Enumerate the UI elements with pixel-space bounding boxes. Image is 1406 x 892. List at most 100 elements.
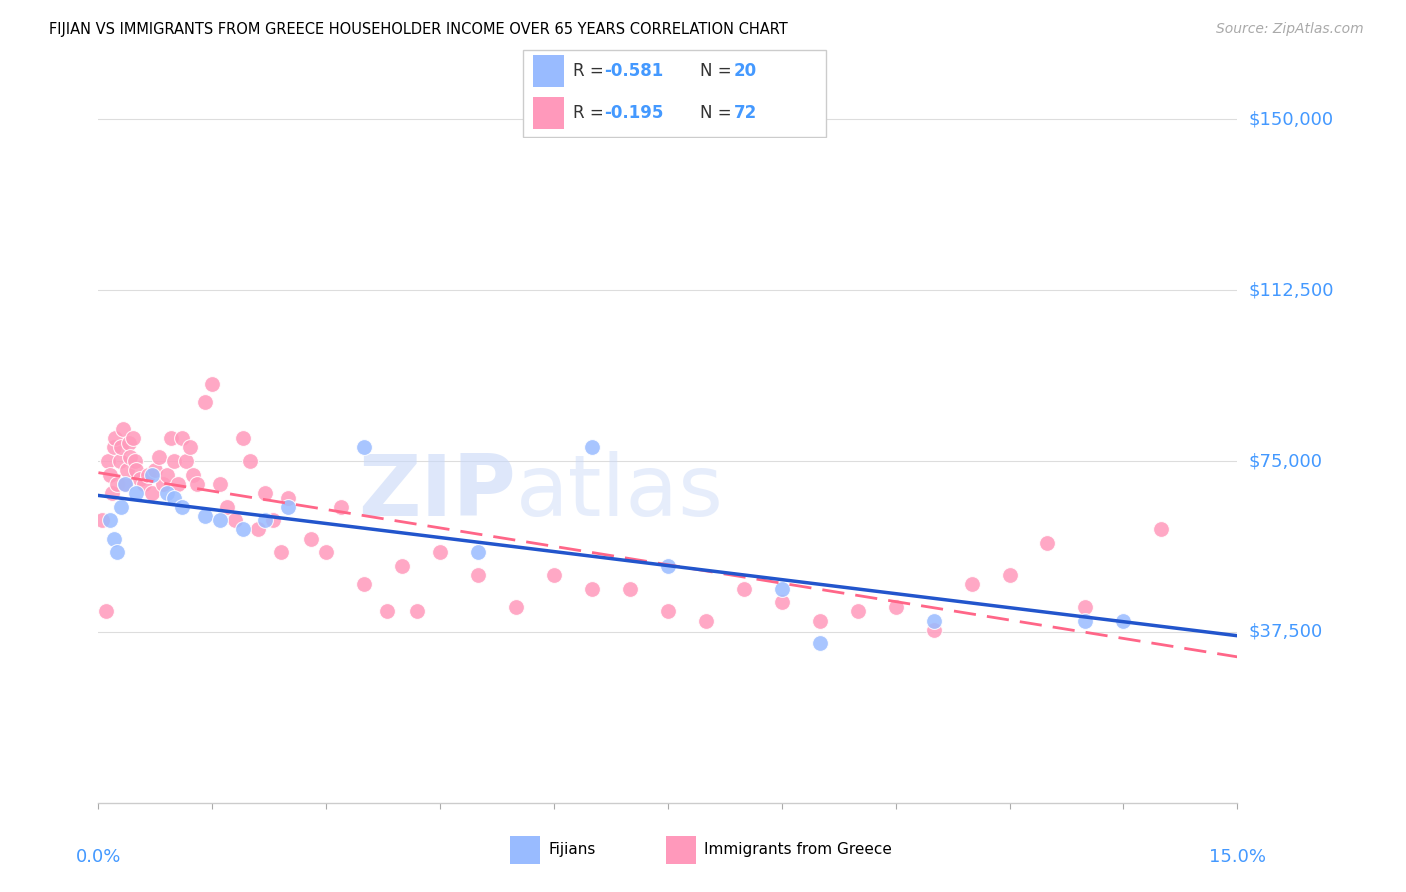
Text: 15.0%: 15.0% [1209,848,1265,866]
Text: 72: 72 [734,104,756,122]
Point [657,604,679,618]
Point [208,513,231,527]
Point [163,491,186,505]
Point [467,568,489,582]
Point [239,454,262,468]
Point [145,463,167,477]
Text: 0.0%: 0.0% [76,848,121,866]
Point [179,441,201,455]
Bar [510,836,540,863]
Point [108,454,131,468]
Point [277,491,299,505]
Point [159,431,181,445]
Point [960,577,983,591]
Point [194,508,217,523]
Point [121,431,143,445]
Point [619,582,641,596]
Point [922,614,945,628]
Point [125,486,148,500]
Bar [666,836,696,863]
Point [375,604,398,618]
Point [581,582,603,596]
Point [124,454,146,468]
Text: ZIP: ZIP [359,451,516,534]
Point [156,467,179,482]
Point [152,476,174,491]
Point [277,500,299,514]
Point [262,513,284,527]
Point [129,472,152,486]
Point [186,476,208,491]
Point [117,463,139,477]
Text: Immigrants from Greece: Immigrants from Greece [704,842,893,857]
Point [270,545,292,559]
Point [224,513,246,527]
Point [98,513,121,527]
Bar [533,97,564,129]
Point [922,623,945,637]
Point [103,532,125,546]
Point [429,545,451,559]
Point [254,486,277,500]
Point [770,595,793,609]
Point [657,558,679,573]
Point [156,486,179,500]
Point [217,500,239,514]
Point [104,431,127,445]
Point [98,467,121,482]
Point [232,431,254,445]
Text: -0.581: -0.581 [603,62,664,80]
Text: $112,500: $112,500 [1249,281,1334,299]
Point [107,476,129,491]
Point [998,568,1021,582]
Point [315,545,337,559]
Text: N =: N = [700,104,737,122]
Point [543,568,565,582]
Point [353,441,375,455]
Point [330,500,353,514]
Point [733,582,755,596]
Text: FIJIAN VS IMMIGRANTS FROM GREECE HOUSEHOLDER INCOME OVER 65 YEARS CORRELATION CH: FIJIAN VS IMMIGRANTS FROM GREECE HOUSEHO… [49,22,787,37]
Point [884,599,907,614]
Point [111,422,134,436]
Point [808,636,831,650]
Point [110,500,132,514]
Point [110,441,132,455]
Point [194,395,217,409]
Point [1112,614,1135,628]
Point [808,614,831,628]
Point [125,463,148,477]
Point [1074,614,1097,628]
Point [1036,536,1059,550]
Point [406,604,429,618]
Point [107,545,129,559]
Point [467,545,489,559]
Point [114,476,136,491]
Point [208,476,231,491]
Point [170,431,193,445]
Point [114,476,136,491]
Point [1150,523,1173,537]
Point [299,532,322,546]
Point [695,614,717,628]
Point [201,376,224,391]
Point [1074,599,1097,614]
Point [101,486,124,500]
Point [505,599,527,614]
Point [148,450,170,464]
Point [174,454,197,468]
Point [91,513,114,527]
Point [132,476,155,491]
Text: 20: 20 [734,62,756,80]
Text: Fijians: Fijians [548,842,596,857]
Point [232,523,254,537]
Text: atlas: atlas [516,451,724,534]
Bar [533,55,564,87]
Point [581,441,603,455]
Point [94,604,117,618]
Point [183,467,205,482]
Text: R =: R = [572,104,609,122]
FancyBboxPatch shape [523,50,827,137]
Point [163,454,186,468]
Text: N =: N = [700,62,737,80]
